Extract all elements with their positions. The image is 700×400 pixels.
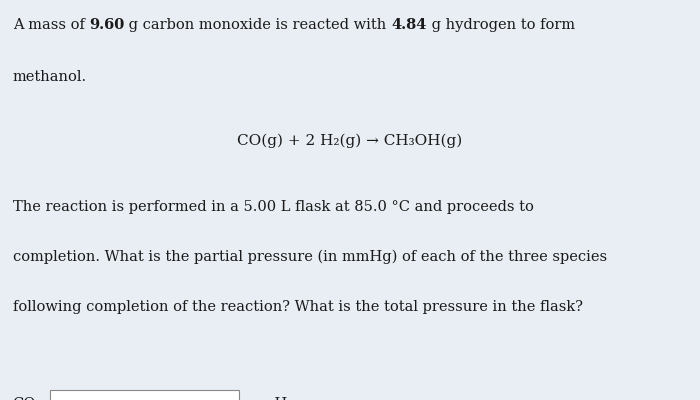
Text: g carbon monoxide is reacted with: g carbon monoxide is reacted with [125, 18, 391, 32]
Text: methanol.: methanol. [13, 70, 87, 84]
Text: 9.60: 9.60 [89, 18, 125, 32]
FancyBboxPatch shape [50, 390, 239, 400]
Text: mmHg: mmHg [248, 398, 298, 400]
Text: CO: CO [13, 398, 36, 400]
Text: g hydrogen to form: g hydrogen to form [426, 18, 575, 32]
Text: A mass of: A mass of [13, 18, 89, 32]
Text: completion. What is the partial pressure (in mmHg) of each of the three species: completion. What is the partial pressure… [13, 250, 607, 264]
Text: following completion of the reaction? What is the total pressure in the flask?: following completion of the reaction? Wh… [13, 300, 582, 314]
Text: 4.84: 4.84 [391, 18, 426, 32]
Text: The reaction is performed in a 5.00 L flask at 85.0 °C and proceeds to: The reaction is performed in a 5.00 L fl… [13, 200, 533, 214]
Text: CO(g) + 2 H₂(g) → CH₃OH(g): CO(g) + 2 H₂(g) → CH₃OH(g) [237, 134, 463, 148]
